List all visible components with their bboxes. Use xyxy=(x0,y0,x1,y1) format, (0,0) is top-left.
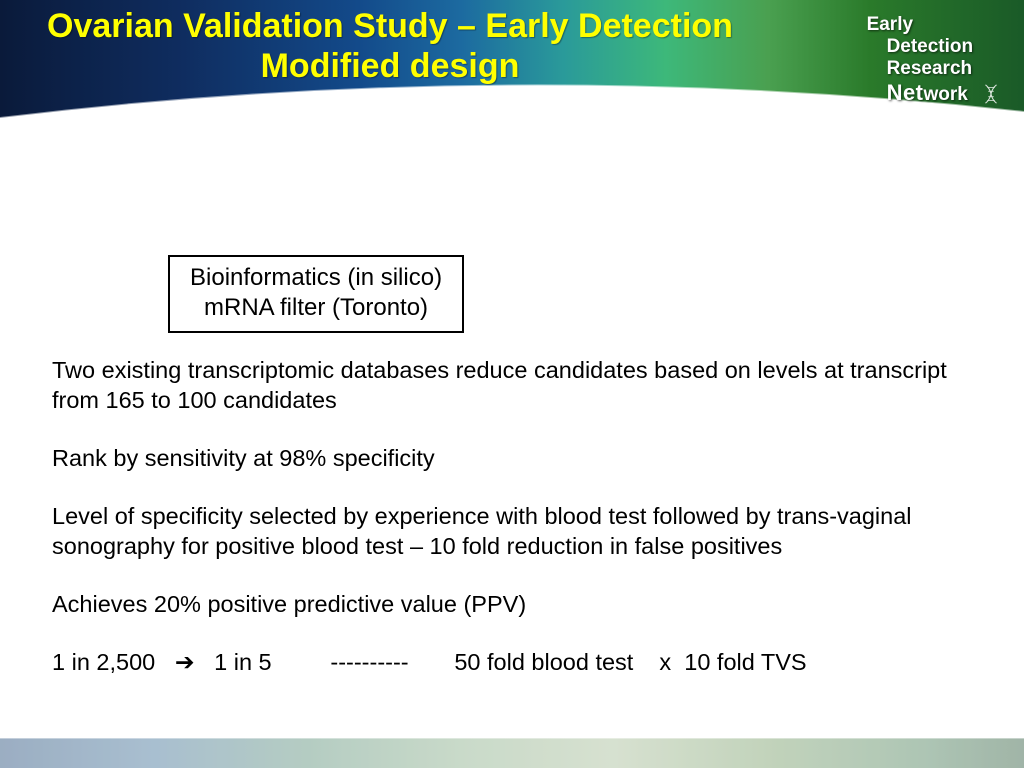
paragraph-1: Two existing transcriptomic databases re… xyxy=(52,355,982,415)
slide-title: Ovarian Validation Study – Early Detecti… xyxy=(0,6,780,86)
arrow-icon: ➔ xyxy=(175,649,195,675)
bioinformatics-box: Bioinformatics (in silico) mRNA filter (… xyxy=(168,255,464,333)
body-text: Two existing transcriptomic databases re… xyxy=(52,355,982,678)
logo-work: work xyxy=(924,84,968,105)
header-banner: Ovarian Validation Study – Early Detecti… xyxy=(0,0,1024,160)
logo-line-research: Research xyxy=(887,58,1002,80)
slide: Ovarian Validation Study – Early Detecti… xyxy=(0,0,1024,768)
box-line-2: mRNA filter (Toronto) xyxy=(204,294,428,321)
logo-net: Net xyxy=(887,80,924,105)
footer-bar xyxy=(0,738,1024,768)
title-line-1: Ovarian Validation Study – Early Detecti… xyxy=(47,7,733,45)
p5-pre: 1 in 2,500 xyxy=(52,649,175,675)
p5-post: 1 in 5 ---------- 50 fold blood test x 1… xyxy=(195,649,807,675)
paragraph-5: 1 in 2,500 ➔ 1 in 5 ---------- 50 fold b… xyxy=(52,647,982,677)
logo-line-early: Early xyxy=(867,14,1002,36)
logo-line-detection: Detection xyxy=(887,36,1002,58)
paragraph-3: Level of specificity selected by experie… xyxy=(52,501,982,561)
title-line-2: Modified design xyxy=(261,47,520,85)
logo-line-network: Network xyxy=(887,80,1002,106)
paragraph-4: Achieves 20% positive predictive value (… xyxy=(52,589,982,619)
edrn-logo: Early Detection Research Network xyxy=(867,14,1002,105)
paragraph-2: Rank by sensitivity at 98% specificity xyxy=(52,443,982,473)
dna-icon xyxy=(980,83,1002,105)
box-line-1: Bioinformatics (in silico) xyxy=(190,264,442,291)
